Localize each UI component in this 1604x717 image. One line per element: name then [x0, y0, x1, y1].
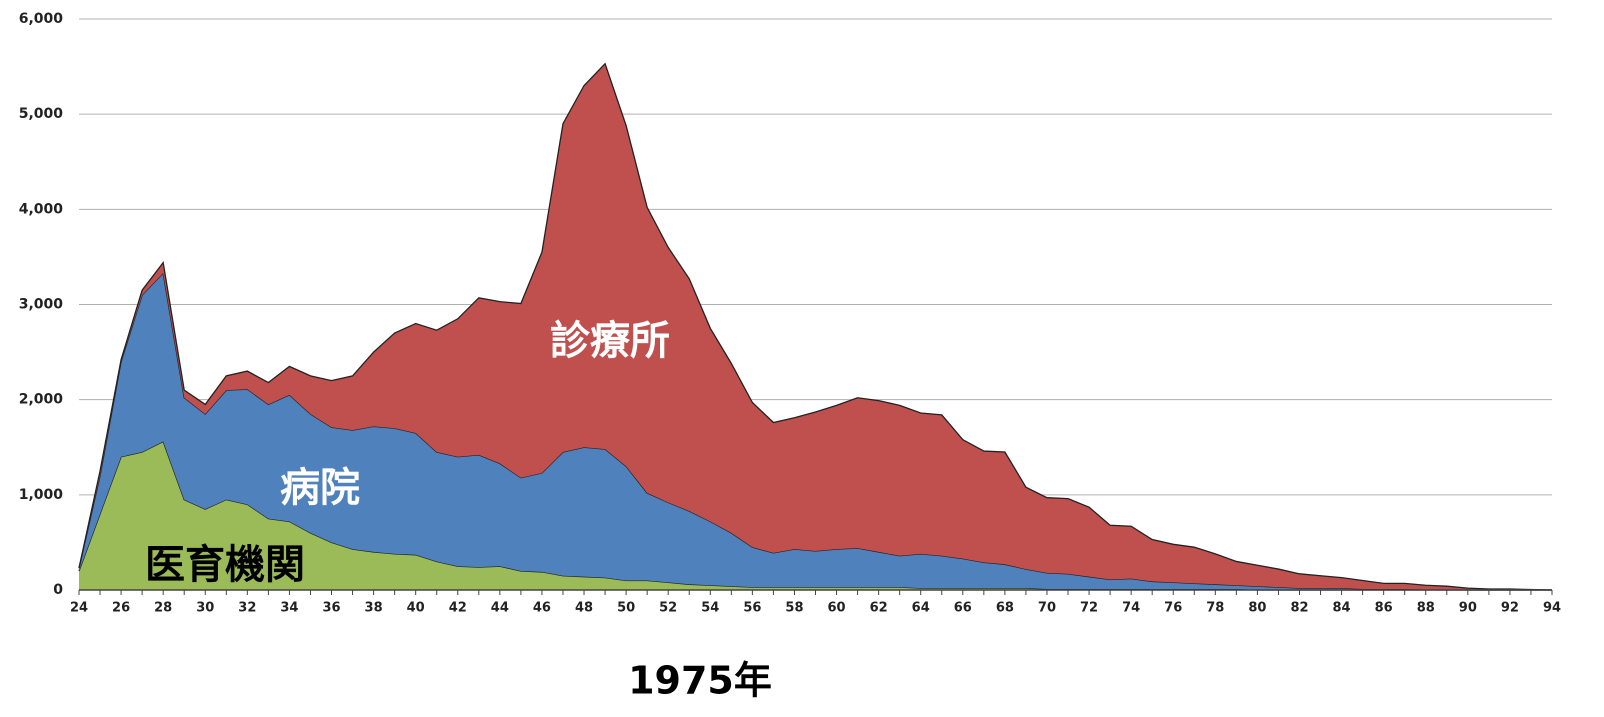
y-tick-label: 3,000: [19, 297, 64, 313]
x-tick-label: 70: [1038, 601, 1056, 616]
x-tick-label: 30: [196, 601, 214, 616]
x-tick-label: 38: [365, 601, 383, 616]
area-edge: [78, 62, 1553, 591]
x-tick-label: 66: [954, 601, 972, 616]
x-tick-label: 36: [322, 601, 340, 616]
x-tick-label: 88: [1417, 601, 1435, 616]
x-tick-label: 84: [1333, 601, 1351, 616]
area: [79, 441, 1552, 590]
x-tick-label: 34: [280, 601, 298, 616]
x-tick-label: 82: [1290, 601, 1308, 616]
y-tick-label: 5,000: [19, 106, 64, 122]
x-axis-label: 1975年: [628, 659, 772, 703]
x-tick-label: 50: [617, 601, 635, 616]
x-tick-label: 64: [912, 601, 930, 616]
y-tick-label: 4,000: [19, 201, 64, 217]
x-tick-label: 56: [743, 601, 761, 616]
x-tick-label: 32: [238, 601, 256, 616]
x-tick-label: 86: [1375, 601, 1393, 616]
x-tick-label: 80: [1248, 601, 1266, 616]
x-tick-label: 92: [1501, 601, 1519, 616]
series-label: 病院: [280, 465, 360, 511]
x-tick-label: 58: [785, 601, 803, 616]
y-tick-label: 1,000: [19, 487, 64, 503]
y-tick-label: 6,000: [19, 11, 64, 27]
x-tick-label: 42: [449, 601, 467, 616]
x-tick-label: 76: [1164, 601, 1182, 616]
x-tick-label: 74: [1122, 601, 1140, 616]
area: [79, 63, 1552, 590]
x-tick-label: 48: [575, 601, 593, 616]
series-label: 医育機関: [145, 542, 305, 588]
x-tick-label: 68: [996, 601, 1014, 616]
x-tick-label: 60: [827, 601, 845, 616]
x-tick-label: 40: [407, 601, 425, 616]
x-tick-label: 90: [1459, 601, 1477, 616]
x-tick-label: 78: [1206, 601, 1224, 616]
x-tick-label: 62: [870, 601, 888, 616]
x-tick-label: 94: [1543, 601, 1561, 616]
x-tick-label: 54: [701, 601, 719, 616]
x-tick-label: 72: [1080, 601, 1098, 616]
y-tick-label: 0: [53, 582, 63, 598]
x-tick-label: 26: [112, 601, 130, 616]
x-tick-label: 24: [70, 601, 88, 616]
x-tick-label: 28: [154, 601, 172, 616]
y-tick-label: 2,000: [19, 392, 64, 408]
x-tick-label: 52: [659, 601, 677, 616]
x-tick-label: 44: [491, 601, 509, 616]
series-label: 診療所: [550, 318, 670, 364]
area: [79, 273, 1552, 590]
x-tick-label: 46: [533, 601, 551, 616]
